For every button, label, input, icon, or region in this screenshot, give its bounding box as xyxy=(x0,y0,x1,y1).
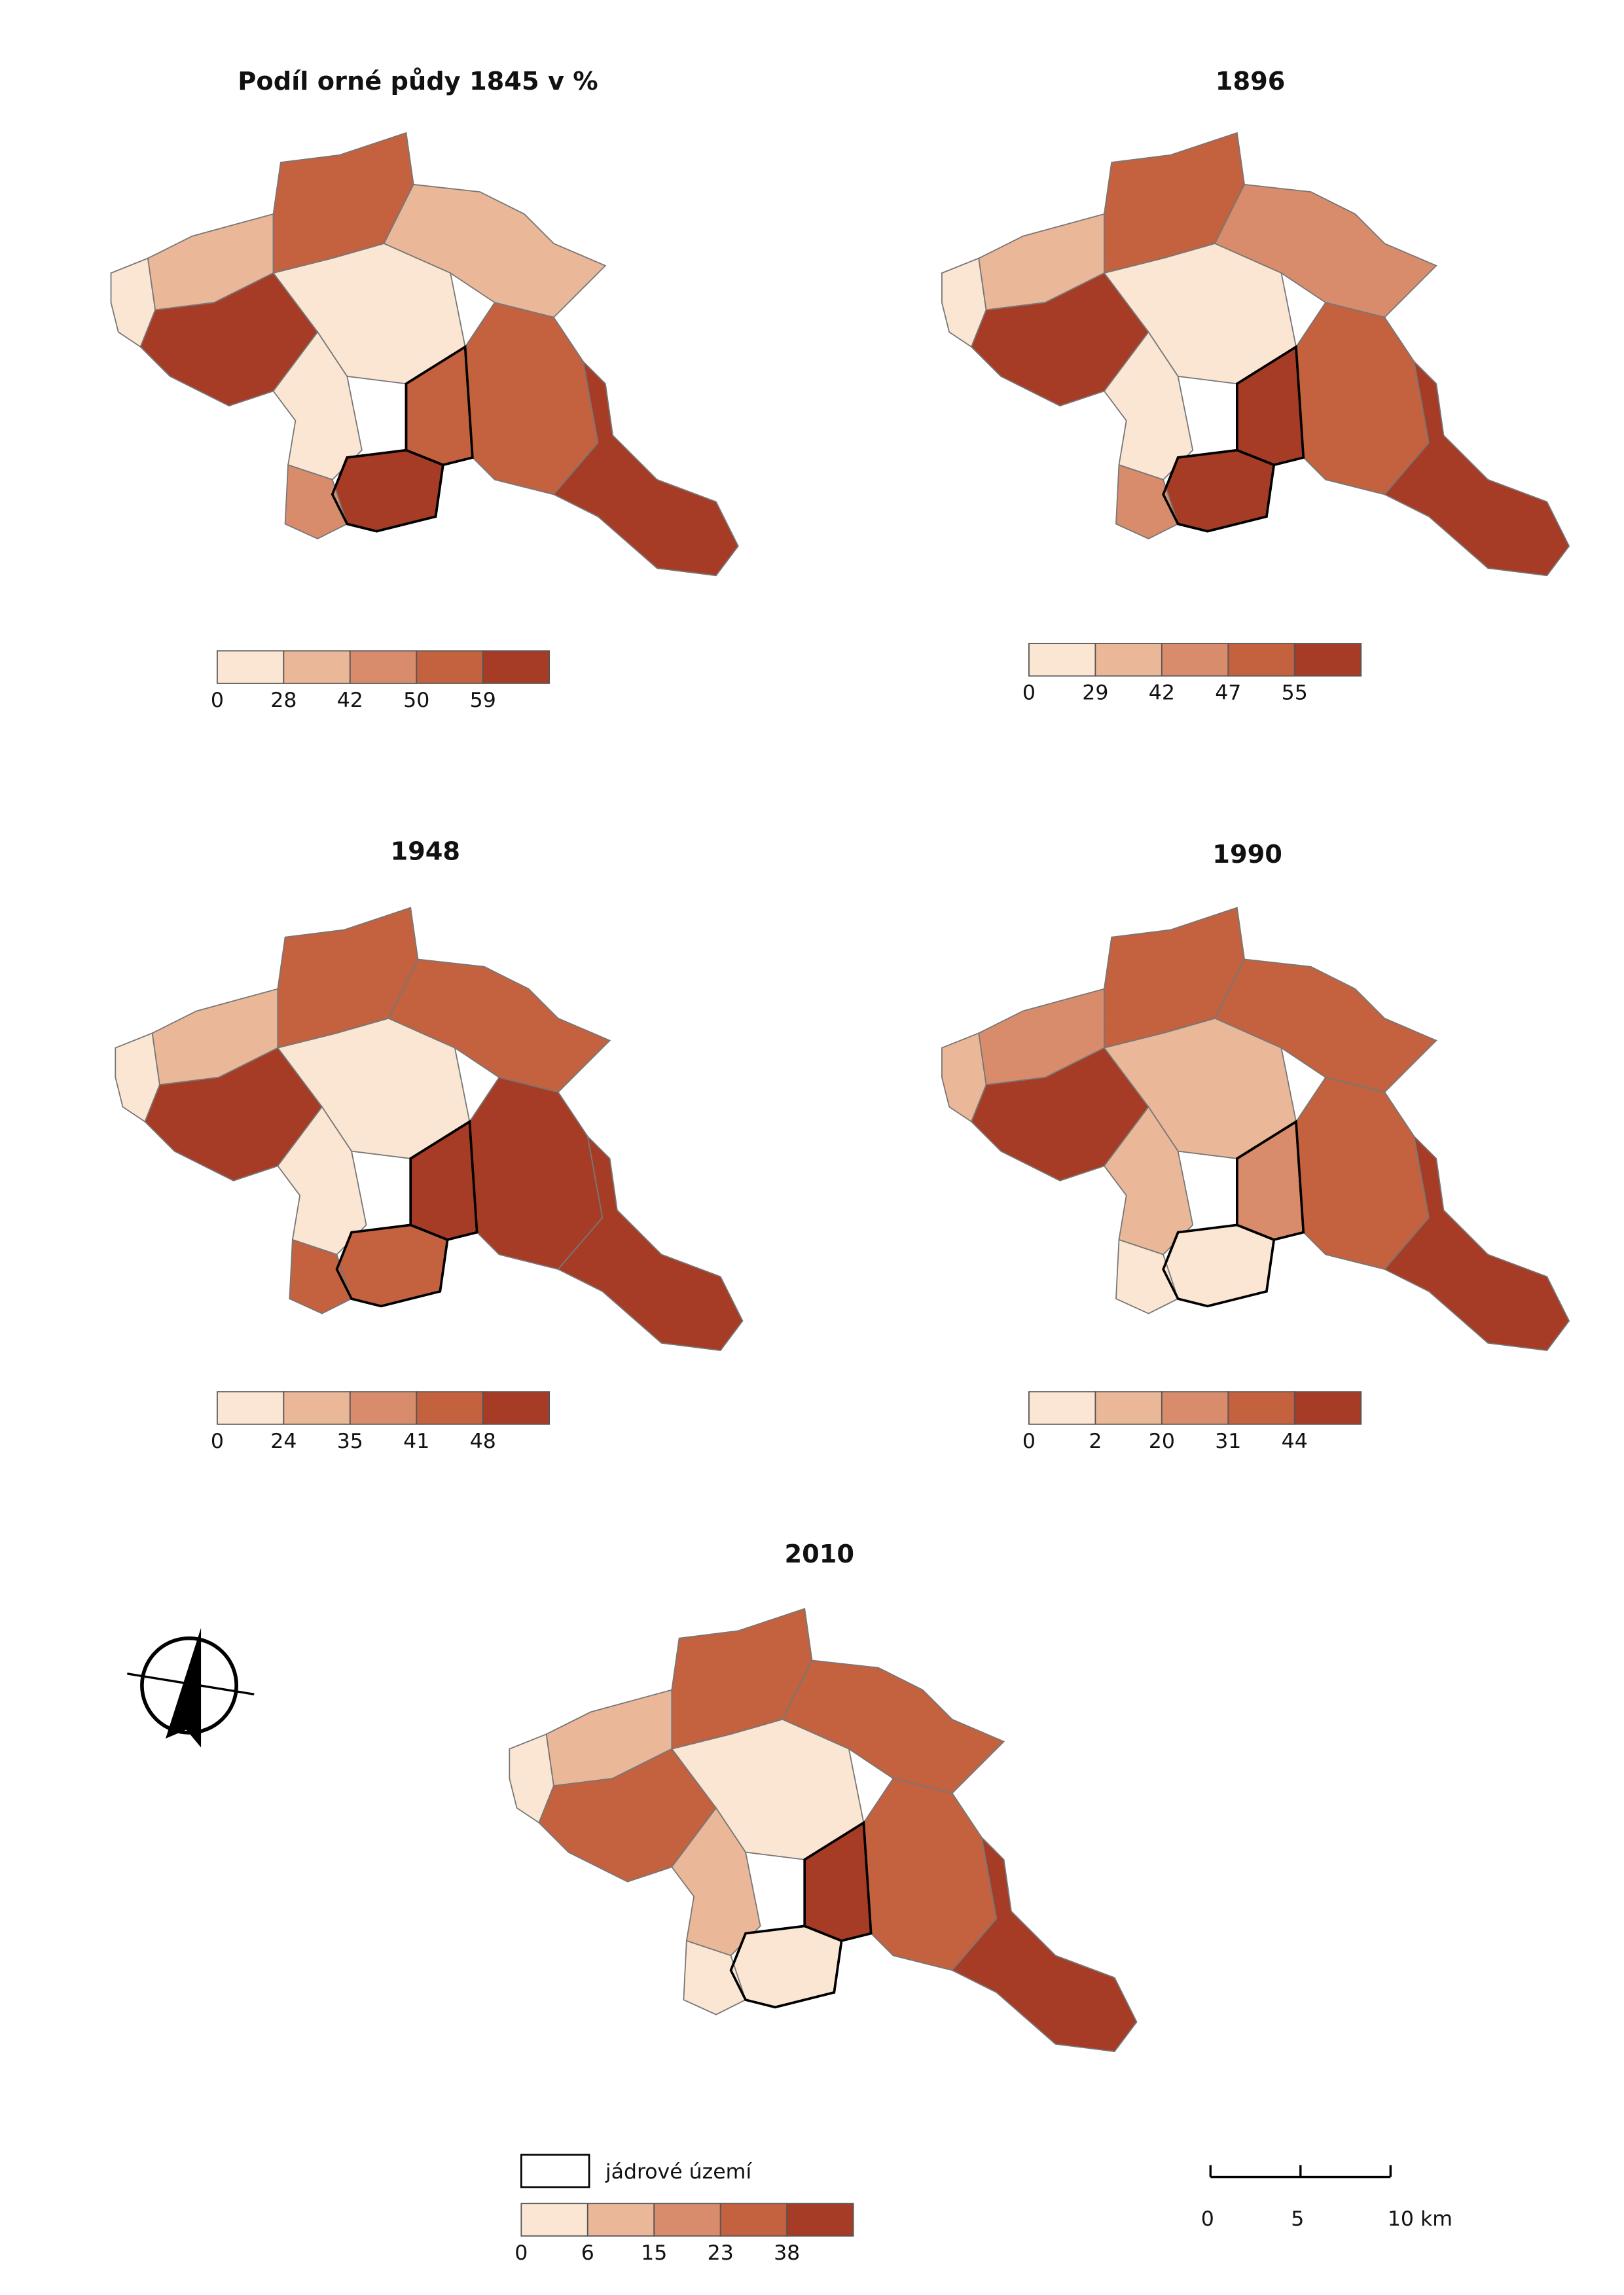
region xyxy=(284,463,348,539)
region xyxy=(1383,359,1570,577)
map-panel xyxy=(115,907,744,1351)
legend-break-label: 29 xyxy=(1082,681,1108,705)
legend-swatch xyxy=(482,1391,550,1425)
legend-swatch xyxy=(216,1391,285,1425)
legend-swatch xyxy=(1227,1391,1295,1425)
region xyxy=(289,1238,353,1314)
region xyxy=(552,359,739,577)
legend-swatch xyxy=(1094,643,1163,677)
legend-break-label: 0 xyxy=(211,1430,224,1453)
legend-break-label: 6 xyxy=(581,2241,594,2265)
legend-break-label: 59 xyxy=(470,689,496,712)
core-area-outline xyxy=(409,1119,478,1241)
legend-break-label: 0 xyxy=(1022,1430,1036,1453)
core-area-outline xyxy=(1236,1119,1305,1241)
legend-swatch xyxy=(1161,1391,1229,1425)
legend-swatch xyxy=(1293,1391,1362,1425)
legend-swatch xyxy=(349,1391,418,1425)
legend-break-label: 28 xyxy=(270,689,297,712)
legend-break-label: 38 xyxy=(774,2241,800,2265)
legend-break-label: 0 xyxy=(211,689,224,712)
region xyxy=(1115,463,1179,539)
legend-swatch xyxy=(1161,643,1229,677)
legend-swatch xyxy=(586,2203,655,2237)
legend-break-label: 35 xyxy=(337,1430,363,1453)
legend-break-label: 15 xyxy=(641,2241,667,2265)
core-area-outline xyxy=(405,344,474,467)
legend-swatch xyxy=(1028,643,1096,677)
scale-label: 5 xyxy=(1291,2207,1304,2231)
legend-swatch xyxy=(283,650,351,684)
legend-break-label: 55 xyxy=(1282,681,1308,705)
map-panel xyxy=(941,132,1570,577)
legend-swatch xyxy=(349,650,418,684)
legend-swatch xyxy=(216,650,285,684)
legend-break-label: 0 xyxy=(514,2241,528,2265)
legend-swatch xyxy=(786,2203,854,2237)
map-title: 1990 xyxy=(1212,840,1282,869)
core-area-outline xyxy=(1236,344,1305,467)
legend-swatch xyxy=(416,650,484,684)
legend-break-label: 0 xyxy=(1022,681,1036,705)
region xyxy=(951,1835,1138,2052)
map-title: 1896 xyxy=(1216,67,1286,96)
legend-break-label: 41 xyxy=(403,1430,429,1453)
legend-swatch xyxy=(1094,1391,1163,1425)
legend-break-label: 48 xyxy=(470,1430,496,1453)
legend-swatch xyxy=(719,2203,788,2237)
region xyxy=(683,1940,747,2015)
legend-break-label: 20 xyxy=(1149,1430,1175,1453)
legend-swatch xyxy=(416,1391,484,1425)
legend-break-label: 2 xyxy=(1089,1430,1102,1453)
north-arrow xyxy=(127,1627,255,1748)
legend-swatch xyxy=(1293,643,1362,677)
core-area-outline xyxy=(803,1820,873,1942)
legend-break-label: 23 xyxy=(708,2241,734,2265)
legend-break-label: 50 xyxy=(403,689,429,712)
legend-break-label: 42 xyxy=(1149,681,1175,705)
legend-swatch xyxy=(283,1391,351,1425)
legend-swatch xyxy=(520,2203,588,2237)
legend-swatch xyxy=(653,2203,721,2237)
legend-break-label: 42 xyxy=(337,689,363,712)
region xyxy=(557,1134,744,1351)
map-title: Podíl orné půdy 1845 v % xyxy=(238,67,598,96)
legend-break-label: 44 xyxy=(1282,1430,1308,1453)
legend-swatch xyxy=(1028,1391,1096,1425)
legend-swatch xyxy=(1227,643,1295,677)
map-panel xyxy=(509,1608,1138,2052)
legend-break-label: 24 xyxy=(270,1430,297,1453)
region xyxy=(1115,1238,1179,1314)
legend-break-label: 47 xyxy=(1215,681,1241,705)
scale-label: 10 km xyxy=(1388,2207,1453,2231)
map-panel xyxy=(110,132,739,577)
map-title: 1948 xyxy=(390,837,460,867)
legend-swatch xyxy=(482,650,550,684)
scale-label: 0 xyxy=(1201,2207,1214,2231)
region xyxy=(1383,1134,1570,1351)
map-title: 2010 xyxy=(784,1540,854,1569)
core-area-swatch xyxy=(520,2154,590,2188)
legend-break-label: 31 xyxy=(1215,1430,1241,1453)
core-area-label: jádrové území xyxy=(605,2160,752,2184)
map-panel xyxy=(941,907,1570,1351)
